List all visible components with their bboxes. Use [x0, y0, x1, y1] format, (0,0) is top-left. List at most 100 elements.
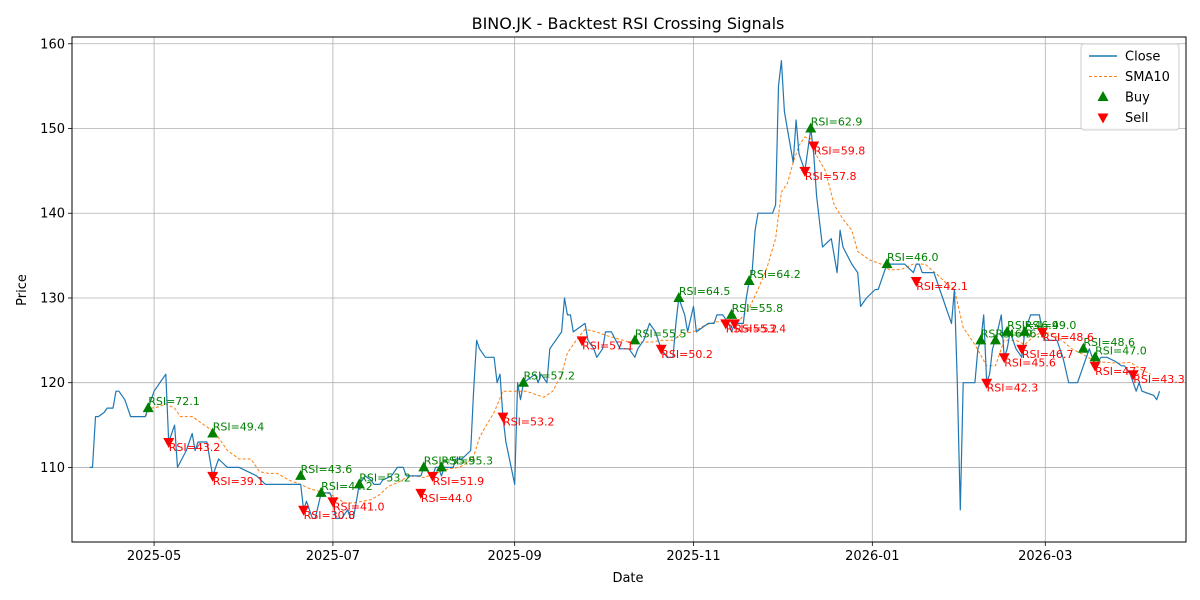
y-tick-label: 160 — [40, 37, 65, 52]
x-tick-label: 2026-03 — [1018, 549, 1072, 564]
legend-box — [1080, 43, 1180, 131]
chart-title: BINO.JK - Backtest RSI Crossing Signals — [472, 14, 785, 33]
buy-marker — [989, 334, 1001, 345]
y-axis-title: Price — [15, 274, 30, 306]
buy-label: RSI=47.0 — [1095, 344, 1147, 357]
buy-label: RSI=55.5 — [635, 327, 687, 340]
sell-marker — [808, 141, 820, 152]
buy-marker — [353, 478, 365, 489]
buy-marker — [743, 275, 755, 286]
sell-label: RSI=43.2 — [169, 441, 221, 454]
sma-layer — [144, 136, 1152, 504]
buy-marker — [517, 376, 529, 387]
sell-label: RSI=53.2 — [503, 416, 555, 429]
buy-label: RSI=48.6 — [1083, 336, 1135, 349]
x-tick-label: 2025-07 — [306, 549, 360, 564]
buy-label: RSI=62.9 — [811, 116, 863, 129]
buy-label: RSI=49.4 — [213, 421, 265, 434]
sell-label: RSI=44.0 — [421, 492, 473, 505]
sell-label: RSI=57.1 — [582, 339, 634, 352]
sma10-line — [144, 136, 1152, 504]
sell-label: RSI=59.8 — [814, 144, 866, 157]
sell-marker — [576, 336, 588, 347]
buy-marker — [805, 122, 817, 133]
sell-marker — [1036, 327, 1048, 338]
legend-label: SMA10 — [1125, 70, 1170, 85]
buy-marker — [1001, 325, 1013, 336]
sell-label: RSI=50.2 — [661, 348, 713, 361]
sell-label: RSI=53.4 — [735, 322, 787, 335]
buy-label: RSI=64.2 — [749, 268, 801, 281]
sell-marker — [163, 438, 175, 449]
sell-marker — [497, 412, 509, 423]
y-axis: 110 120 130 140 150 160 — [40, 37, 72, 476]
buy-marker — [1089, 351, 1101, 362]
y-tick-label: 110 — [40, 461, 65, 476]
y-tick-label: 140 — [40, 207, 65, 222]
sell-marker — [415, 488, 427, 499]
sell-label: RSI=43.3 — [1133, 373, 1185, 386]
sell-marker — [1016, 344, 1028, 355]
x-tick-label: 2026-01 — [845, 549, 899, 564]
grid — [72, 37, 1186, 542]
sell-marker — [207, 471, 219, 482]
buy-marker — [435, 461, 447, 472]
x-tick-label: 2025-05 — [127, 549, 181, 564]
legend-label: Close — [1125, 50, 1160, 65]
buy-label: RSI=64.5 — [679, 285, 731, 298]
sell-marker — [327, 497, 339, 508]
legend-label: Sell — [1125, 111, 1148, 126]
plot-frame — [71, 36, 1187, 543]
sell-marker — [1089, 361, 1101, 372]
sell-label: RSI=30.8 — [304, 509, 356, 522]
sell-label: RSI=41.0 — [333, 500, 385, 513]
sell-marker — [720, 319, 732, 330]
buy-label: RSI=55.8 — [732, 302, 784, 315]
sell-marker — [298, 505, 310, 516]
buy-marker — [418, 461, 430, 472]
buy-label: RSI=55.3 — [441, 454, 493, 467]
buy-label: RSI=72.1 — [148, 395, 200, 408]
buy-marker — [142, 402, 154, 413]
buy-marker — [881, 258, 893, 269]
sell-label: RSI=45.6 — [1004, 356, 1056, 369]
buy-marker — [1077, 342, 1089, 353]
sell-marker — [799, 166, 811, 177]
sell-label: RSI=42.3 — [987, 382, 1039, 395]
signal-layer: RSI=72.1RSI=49.4RSI=43.6RSI=44.2RSI=53.2… — [142, 116, 1185, 522]
y-tick-label: 130 — [40, 291, 65, 306]
sell-label: RSI=57.8 — [805, 170, 857, 183]
sell-label: RSI=48.6 — [1042, 331, 1094, 344]
x-tick-label: 2025-11 — [666, 549, 720, 564]
buy-label: RSI=57.2 — [523, 370, 575, 383]
sell-label: RSI=46.7 — [1022, 348, 1074, 361]
sell-label: RSI=39.1 — [213, 475, 265, 488]
sell-marker — [981, 378, 993, 389]
legend-buy-swatch — [1097, 91, 1109, 101]
sell-marker — [1127, 370, 1139, 381]
legend: Close SMA10 Buy Sell — [1080, 43, 1180, 131]
sell-label: RSI=51.9 — [433, 475, 485, 488]
buy-marker — [295, 469, 307, 480]
buy-marker — [315, 486, 327, 497]
sell-marker — [427, 471, 439, 482]
buy-marker — [1019, 325, 1031, 336]
buy-marker — [726, 308, 738, 319]
buy-label: RSI=46.0 — [887, 251, 939, 264]
buy-marker — [629, 334, 641, 345]
sell-marker — [655, 344, 667, 355]
sell-label: RSI=55.2 — [726, 322, 778, 335]
x-axis: 2025-05 2025-07 2025-09 2025-11 2026-01 2026-… — [127, 542, 1072, 564]
sell-marker — [729, 319, 741, 330]
x-axis-title: Date — [612, 571, 643, 586]
sell-marker — [998, 353, 1010, 364]
sell-label: RSI=42.1 — [916, 280, 968, 293]
legend-sell-swatch — [1097, 113, 1109, 124]
legend-label: Buy — [1125, 91, 1150, 106]
buy-marker — [975, 334, 987, 345]
sell-marker — [910, 277, 922, 288]
buy-label: RSI=43.6 — [301, 463, 353, 476]
buy-label: RSI=53.2 — [359, 471, 411, 484]
